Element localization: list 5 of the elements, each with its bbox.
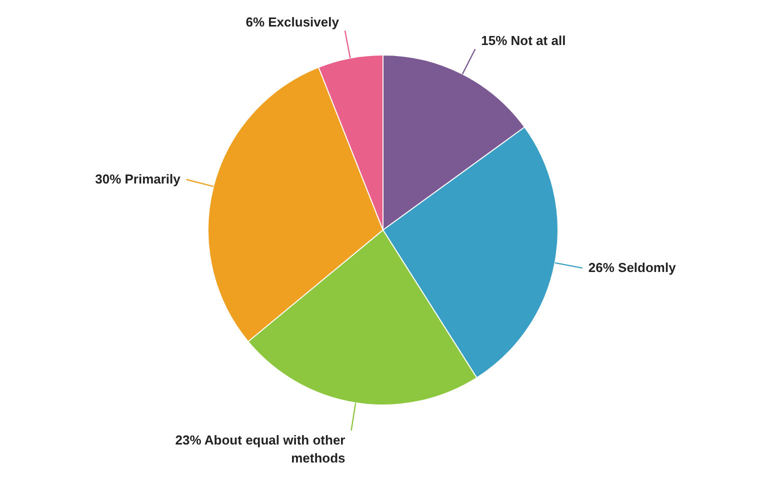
slice-label: 26% Seldomly <box>588 260 677 276</box>
slice-label: 15% Not at all <box>481 33 566 48</box>
slice-label: 30% Primarily <box>95 172 182 187</box>
slice-label: 6% Exclusively <box>246 14 340 30</box>
slice-label: 23% About equal with other methods <box>175 432 346 466</box>
